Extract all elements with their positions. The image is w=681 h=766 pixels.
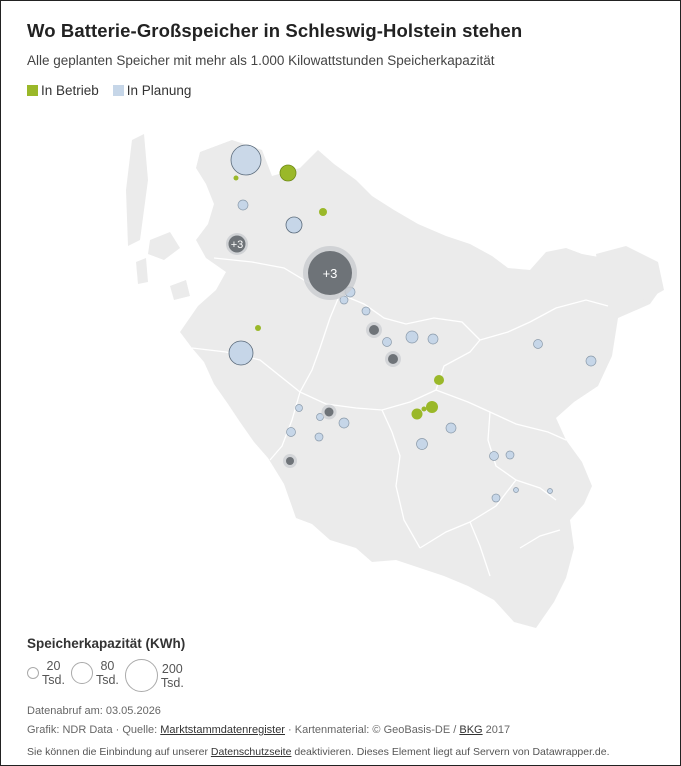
- cluster-label: +3: [323, 266, 338, 281]
- size-legend-value: 200: [161, 661, 183, 676]
- size-legend-unit: Tsd.: [160, 675, 184, 690]
- legend-item-planned: In Planung: [112, 83, 192, 98]
- site-planned[interactable]: [230, 144, 262, 176]
- size-legend-title: Speicherkapazität (KWh): [27, 636, 186, 651]
- island-sylt: [126, 134, 148, 246]
- site-operating[interactable]: [319, 208, 327, 216]
- site-planned[interactable]: [533, 339, 543, 349]
- legend-swatch-operating: [27, 85, 38, 96]
- size-legend-circle: [27, 667, 39, 679]
- site-planned[interactable]: [427, 333, 439, 345]
- size-legend-label: 200 Tsd.: [161, 662, 184, 690]
- site-overlap[interactable]: [369, 325, 379, 335]
- operating-sites: [233, 164, 444, 420]
- site-planned[interactable]: [295, 404, 303, 412]
- island-foehr: [148, 232, 180, 260]
- site-operating[interactable]: [421, 406, 427, 412]
- size-legend: Speicherkapazität (KWh) 20 Tsd. 80 Tsd. …: [27, 636, 190, 692]
- site-overlap[interactable]: [286, 457, 294, 465]
- credit-suffix: 2017: [482, 724, 511, 736]
- overlap-sites: [283, 322, 401, 468]
- planned-sites: [228, 144, 597, 503]
- site-planned[interactable]: [314, 432, 324, 442]
- site-operating[interactable]: [233, 175, 239, 181]
- privacy-suffix: deaktivieren. Dieses Element liegt auf S…: [291, 746, 610, 758]
- size-legend-value: 20: [46, 659, 61, 673]
- credit-prefix: Grafik: NDR Data · Quelle:: [27, 724, 161, 736]
- site-planned[interactable]: [547, 488, 553, 494]
- chart-title: Wo Batterie-Großspeicher in Schleswig-Ho…: [27, 20, 523, 41]
- legend-swatch-planned: [112, 85, 124, 96]
- site-planned[interactable]: [237, 199, 249, 211]
- data-date: Datenabruf am: 03.05.2026: [27, 705, 161, 717]
- size-legend-entry-medium: 80 Tsd.: [70, 659, 119, 687]
- bkg-link[interactable]: BKG: [459, 724, 483, 736]
- size-legend-label: 20 Tsd.: [42, 659, 65, 687]
- site-planned[interactable]: [361, 306, 371, 316]
- cluster-marker-1[interactable]: +3: [226, 233, 248, 255]
- size-legend-entry-small: 20 Tsd.: [27, 659, 65, 687]
- cluster-circle: [228, 235, 246, 253]
- size-legend-value: 80: [100, 659, 115, 673]
- size-legend-unit: Tsd.: [95, 673, 119, 687]
- size-legend-circle: [70, 662, 93, 684]
- site-planned[interactable]: [286, 427, 296, 437]
- site-planned[interactable]: [445, 422, 457, 434]
- privacy-link[interactable]: Datenschutzseite: [210, 746, 292, 758]
- privacy-note: Sie können die Einbindung auf unserer Da…: [27, 746, 610, 758]
- site-operating[interactable]: [411, 408, 423, 420]
- site-overlap[interactable]: [388, 354, 398, 364]
- credits-line: Grafik: NDR Data · Quelle: Marktstammdat…: [27, 724, 510, 736]
- color-legend: In Betrieb In Planung: [27, 83, 191, 98]
- size-legend-entry-large: 200 Tsd.: [124, 659, 184, 692]
- site-planned[interactable]: [585, 355, 597, 367]
- cluster-marker-2[interactable]: +3: [303, 246, 357, 300]
- cluster-circle: [308, 251, 352, 295]
- state-landmass: [180, 140, 660, 628]
- size-legend-circle: [124, 659, 158, 692]
- size-legend-entries: 20 Tsd. 80 Tsd. 200 Tsd.: [27, 659, 190, 692]
- site-planned[interactable]: [489, 451, 499, 461]
- size-legend-unit: Tsd.: [42, 673, 65, 687]
- site-planned[interactable]: [405, 330, 419, 344]
- site-planned[interactable]: [228, 340, 254, 366]
- island-pellworm: [170, 280, 190, 300]
- site-operating[interactable]: [426, 401, 438, 413]
- legend-item-operating: In Betrieb: [27, 83, 99, 98]
- chart-subtitle: Alle geplanten Speicher mit mehr als 1.0…: [27, 53, 495, 68]
- site-planned[interactable]: [491, 493, 501, 503]
- site-planned[interactable]: [505, 450, 515, 460]
- size-legend-label: 80 Tsd.: [96, 659, 119, 687]
- site-overlap[interactable]: [324, 407, 334, 417]
- source-link[interactable]: Marktstammdatenregister: [160, 724, 285, 736]
- site-operating[interactable]: [434, 375, 444, 385]
- site-operating[interactable]: [279, 164, 297, 182]
- legend-label-operating: In Betrieb: [41, 83, 99, 98]
- legend-label-planned: In Planung: [126, 83, 192, 98]
- privacy-prefix: Sie können die Einbindung auf unserer: [27, 746, 211, 758]
- credit-middle: · Kartenmaterial: © GeoBasis-DE /: [284, 724, 460, 736]
- site-planned[interactable]: [285, 216, 303, 234]
- site-planned[interactable]: [382, 337, 392, 347]
- island-amrum: [136, 258, 148, 284]
- site-operating[interactable]: [255, 325, 261, 331]
- cluster-label: +3: [231, 239, 244, 251]
- site-planned[interactable]: [513, 487, 519, 493]
- island-fehmarn: [596, 246, 664, 300]
- site-planned[interactable]: [416, 438, 428, 450]
- site-planned[interactable]: [338, 417, 350, 429]
